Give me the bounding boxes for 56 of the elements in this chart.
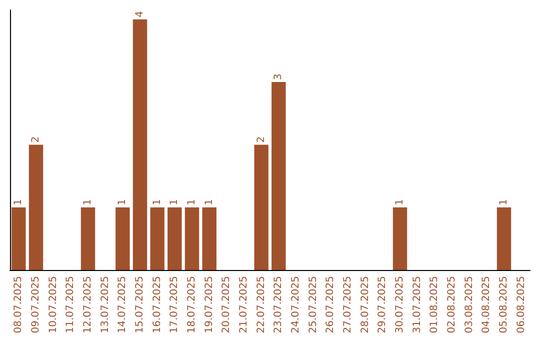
x-tick-label: 08.07.2025 — [13, 276, 24, 334]
x-tick-label: 05.08.2025 — [498, 276, 510, 334]
bar — [184, 207, 200, 270]
x-tick-label: 18.07.2025 — [186, 276, 198, 334]
x-tick-label: 20.07.2025 — [221, 276, 232, 334]
x-tick-label: 19.07.2025 — [204, 276, 215, 334]
data-label: 1 — [13, 198, 24, 206]
data-label: 4 — [134, 11, 146, 18]
bar — [202, 207, 216, 270]
bar — [132, 19, 148, 270]
x-tick-label: 02.08.2025 — [446, 276, 458, 334]
bar — [28, 144, 44, 270]
x-tick-label: 22.07.2025 — [256, 276, 267, 334]
x-tick-label: 28.07.2025 — [360, 276, 371, 334]
x-tick-label: 10.07.2025 — [48, 276, 59, 334]
data-label: 2 — [256, 136, 267, 143]
x-tick-label: 03.08.2025 — [464, 276, 475, 334]
bar — [254, 144, 268, 270]
x-tick-label: 29.07.2025 — [377, 276, 388, 334]
bar — [168, 207, 182, 270]
data-label: 1 — [498, 198, 510, 206]
x-tick-label: 24.07.2025 — [290, 276, 302, 334]
x-tick-label: 13.07.2025 — [100, 276, 111, 334]
x-tick-label: 16.07.2025 — [152, 276, 163, 334]
bar — [150, 207, 164, 270]
x-tick-label: 11.07.2025 — [65, 276, 76, 334]
bar — [392, 207, 408, 270]
data-label: 1 — [186, 198, 198, 206]
x-tick-label: 21.07.2025 — [238, 276, 250, 334]
x-tick-label: 30.07.2025 — [394, 276, 406, 334]
bar — [272, 82, 286, 270]
data-label: 3 — [273, 74, 284, 80]
bar — [80, 207, 96, 270]
x-tick-label: 27.07.2025 — [342, 276, 354, 334]
bar — [116, 207, 130, 270]
x-tick-label: 25.07.2025 — [308, 276, 319, 334]
bar — [496, 207, 512, 270]
x-tick-label: 06.08.2025 — [516, 276, 527, 334]
x-tick-label: 15.07.2025 — [134, 276, 146, 334]
x-tick-label: 23.07.2025 — [273, 276, 284, 334]
x-tick-label: 31.07.2025 — [412, 276, 423, 334]
x-tick-label: 26.07.2025 — [325, 276, 336, 334]
x-tick-label: 04.08.2025 — [481, 276, 492, 334]
data-label: 1 — [204, 198, 215, 206]
x-tick-label: 12.07.2025 — [82, 276, 94, 334]
x-tick-label: 14.07.2025 — [117, 276, 128, 334]
x-tick-label: 09.07.2025 — [30, 276, 42, 334]
data-label: 2 — [30, 136, 42, 143]
data-label: 1 — [117, 198, 128, 206]
x-tick-label: 17.07.2025 — [169, 276, 180, 334]
bar — [12, 207, 26, 270]
data-label: 1 — [82, 198, 94, 206]
data-label: 1 — [394, 198, 406, 206]
data-label: 1 — [169, 198, 180, 206]
data-label: 1 — [152, 198, 163, 206]
x-tick-label: 01.08.2025 — [429, 276, 440, 334]
